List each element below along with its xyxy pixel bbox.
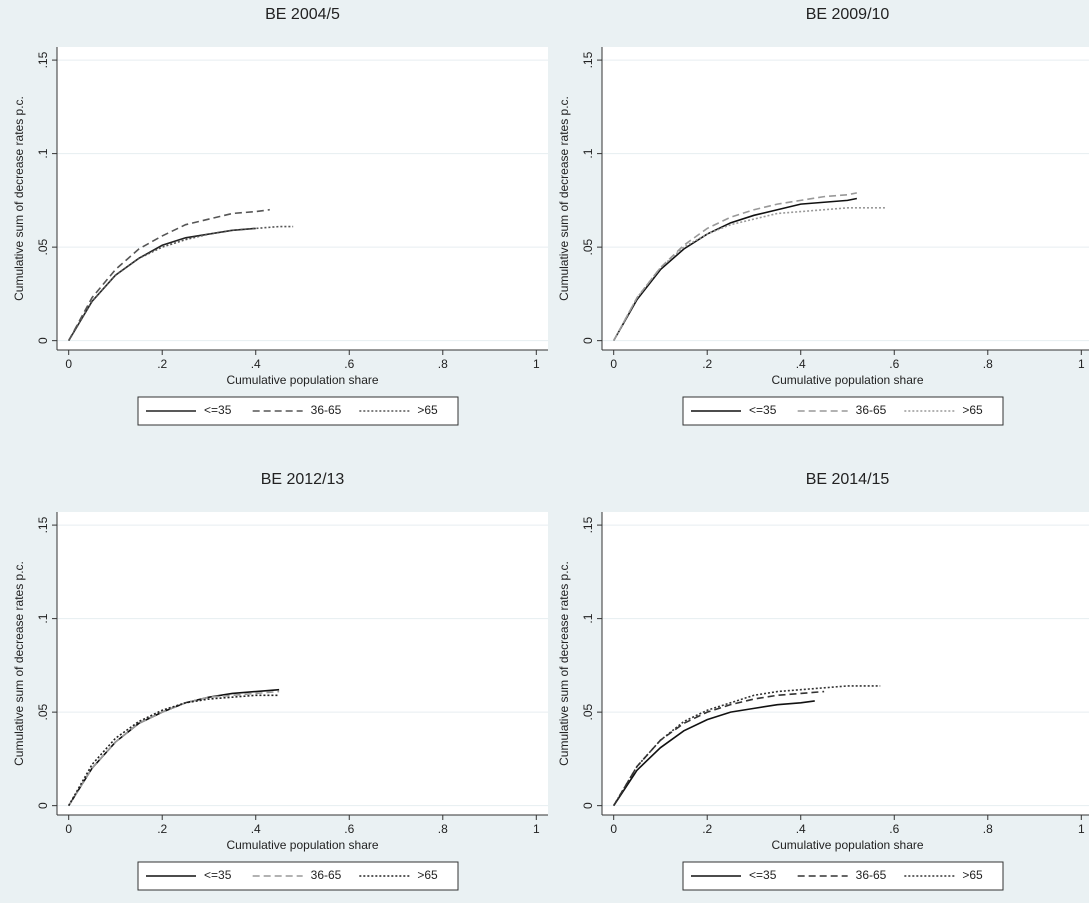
x-tick-label: 0 [610, 357, 617, 371]
legend: <=35 36-65 >65 [682, 861, 1004, 891]
x-tick-label: 1 [1078, 822, 1085, 836]
legend-label: <=35 [204, 868, 232, 882]
panel: BE 2014/15 0 .05 .1 .15 0 .2 .4 .6 .8 1 Cumulative … [557, 471, 1089, 891]
y-tick-label: .15 [36, 516, 50, 533]
x-tick-label: .4 [251, 357, 261, 371]
y-tick-label: .05 [36, 703, 50, 720]
y-tick-label: .05 [581, 238, 595, 255]
x-axis-label: Cumulative population share [771, 838, 923, 852]
panel: BE 2009/10 0 .05 .1 .15 0 .2 .4 .6 .8 1 Cumulative … [557, 6, 1089, 426]
series-line [67, 208, 270, 342]
x-axis-label: Cumulative population share [771, 373, 923, 387]
x-tick-label: 0 [65, 357, 72, 371]
y-tick-label: .15 [36, 51, 50, 68]
x-tick-label: .6 [344, 822, 354, 836]
plot-area [57, 47, 548, 350]
series-line [613, 690, 825, 807]
y-tick-label: .15 [581, 51, 595, 68]
y-tick-label: .05 [581, 703, 595, 720]
legend-label: <=35 [749, 868, 777, 882]
series-line [612, 207, 885, 342]
x-tick-label: .4 [796, 822, 806, 836]
legend-label: 36-65 [856, 403, 887, 417]
legend-label: 36-65 [856, 868, 887, 882]
legend-label: >65 [417, 403, 438, 417]
chart-title: BE 2009/10 [806, 6, 890, 23]
x-tick-label: .4 [251, 822, 261, 836]
y-axis-label: Cumulative sum of decrease rates p.c. [12, 561, 26, 766]
x-tick-label: 1 [533, 357, 540, 371]
legend-label: >65 [962, 403, 983, 417]
y-tick-label: 0 [581, 337, 595, 344]
x-tick-label: .4 [796, 357, 806, 371]
x-tick-label: 1 [1078, 357, 1085, 371]
legend-label: >65 [417, 868, 438, 882]
chart-title: BE 2012/13 [261, 471, 345, 488]
x-axis-label: Cumulative population share [226, 838, 378, 852]
y-tick-label: .1 [581, 613, 595, 623]
x-tick-label: .8 [983, 822, 993, 836]
series-line [612, 197, 858, 342]
y-axis-label: Cumulative sum of decrease rates p.c. [557, 96, 571, 301]
y-tick-label: .15 [581, 516, 595, 533]
y-tick-label: 0 [581, 802, 595, 809]
series-line [67, 694, 280, 807]
y-tick-label: .1 [36, 148, 50, 158]
x-tick-label: 0 [610, 822, 617, 836]
y-axis-label: Cumulative sum of decrease rates p.c. [12, 96, 26, 301]
y-tick-label: 0 [36, 802, 50, 809]
legend: <=35 36-65 >65 [137, 396, 459, 426]
y-tick-label: .1 [36, 613, 50, 623]
plot-area [602, 47, 1089, 350]
plot-area [57, 512, 548, 815]
legend-label: 36-65 [311, 868, 342, 882]
legend-label: 36-65 [311, 403, 342, 417]
legend: <=35 36-65 >65 [682, 396, 1004, 426]
x-tick-label: .2 [157, 357, 167, 371]
legend: <=35 36-65 >65 [137, 861, 459, 891]
x-tick-label: .6 [889, 822, 899, 836]
chart-title: BE 2014/15 [806, 471, 890, 488]
legend-label: >65 [962, 868, 983, 882]
x-tick-label: .8 [438, 357, 448, 371]
x-tick-label: 1 [533, 822, 540, 836]
x-tick-label: 0 [65, 822, 72, 836]
x-tick-label: .8 [438, 822, 448, 836]
chart-title: BE 2004/5 [265, 6, 340, 23]
series-line [68, 225, 294, 342]
x-tick-label: .8 [983, 357, 993, 371]
plot-area [602, 512, 1089, 815]
y-tick-label: .05 [36, 238, 50, 255]
series-line [68, 690, 280, 807]
y-axis-label: Cumulative sum of decrease rates p.c. [557, 561, 571, 766]
legend-label: <=35 [204, 403, 232, 417]
panel: BE 2004/5 0 .05 .1 .15 0 .2 .4 .6 .8 1 Cumulative p… [12, 6, 548, 426]
legend-label: <=35 [749, 403, 777, 417]
series-line [613, 685, 881, 807]
y-tick-label: .1 [581, 148, 595, 158]
panel: BE 2012/13 0 .05 .1 .15 0 .2 .4 .6 .8 1 Cumulative … [12, 471, 548, 891]
x-tick-label: .6 [889, 357, 899, 371]
x-tick-label: .2 [157, 822, 167, 836]
y-tick-label: 0 [36, 337, 50, 344]
x-tick-label: .2 [702, 357, 712, 371]
series-line [613, 700, 815, 807]
x-tick-label: .6 [344, 357, 354, 371]
x-tick-label: .2 [702, 822, 712, 836]
x-axis-label: Cumulative population share [226, 373, 378, 387]
